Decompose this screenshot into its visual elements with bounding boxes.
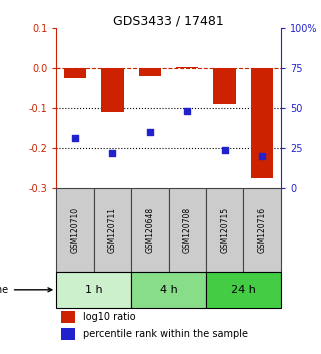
Text: 4 h: 4 h: [160, 285, 178, 295]
Bar: [213, 68, 236, 104]
Text: GSM120648: GSM120648: [145, 207, 154, 253]
Text: 24 h: 24 h: [231, 285, 256, 295]
Bar: [56, 188, 94, 272]
Bar: [61, 329, 75, 340]
Text: GSM120715: GSM120715: [220, 207, 229, 253]
Bar: [56, 272, 131, 308]
Bar: [101, 68, 124, 112]
Text: GSM120711: GSM120711: [108, 207, 117, 253]
Bar: [206, 188, 243, 272]
Title: GDS3433 / 17481: GDS3433 / 17481: [113, 14, 224, 27]
Bar: [94, 188, 131, 272]
Bar: [131, 188, 169, 272]
Text: GSM120716: GSM120716: [258, 207, 267, 253]
Point: [147, 129, 152, 135]
Text: GSM120708: GSM120708: [183, 207, 192, 253]
Point: [185, 108, 190, 114]
Text: GSM120710: GSM120710: [70, 207, 79, 253]
Bar: [251, 68, 273, 178]
Point: [222, 147, 227, 153]
Bar: [206, 272, 281, 308]
Point: [110, 150, 115, 156]
Bar: [131, 272, 206, 308]
Text: 1 h: 1 h: [85, 285, 102, 295]
Bar: [243, 188, 281, 272]
Text: percentile rank within the sample: percentile rank within the sample: [83, 329, 248, 339]
Point: [72, 136, 77, 141]
Bar: [61, 311, 75, 322]
Bar: [176, 67, 198, 68]
Text: log10 ratio: log10 ratio: [83, 312, 136, 322]
Point: [260, 153, 265, 159]
Bar: [139, 68, 161, 76]
Bar: [64, 68, 86, 78]
Text: time: time: [0, 285, 52, 295]
Bar: [169, 188, 206, 272]
